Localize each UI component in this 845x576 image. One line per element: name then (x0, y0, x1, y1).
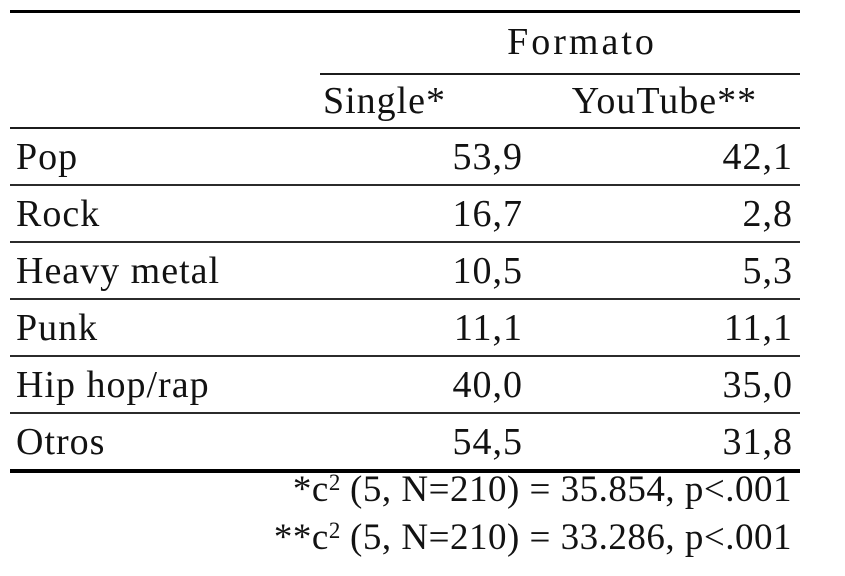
footnote-marker: ** (273, 517, 312, 558)
row-label: Otros (10, 413, 320, 473)
column-header-single: Single* (320, 74, 528, 129)
cell-value: 5,3 (528, 242, 800, 300)
footnote-stat-text: (5, N=210) = 33.286, p<.001 (340, 517, 792, 558)
cell-value: 16,7 (320, 185, 528, 243)
column-header-youtube: YouTube** (528, 74, 800, 129)
genre-format-table: Formato Single* YouTube** Pop 53,9 42,1 … (10, 10, 800, 473)
cell-value: 11,1 (528, 299, 800, 357)
cell-value: 53,9 (320, 128, 528, 186)
cell-value: 2,8 (528, 185, 800, 243)
table-row-rock: Rock 16,7 2,8 (10, 185, 800, 243)
group-header-formato: Formato (320, 10, 800, 75)
footnote-youtube-chi-square: **c2 (5, N=210) = 33.286, p<.001 (10, 516, 792, 564)
column-header-row: Single* YouTube** (10, 74, 800, 129)
footnote-stat-text: (5, N=210) = 35.854, p<.001 (340, 469, 792, 510)
table-row-punk: Punk 11,1 11,1 (10, 299, 800, 357)
footnote-stat-symbol: c (311, 469, 329, 510)
footnote-stat-exponent: 2 (328, 469, 341, 495)
empty-corner-cell (10, 10, 320, 74)
row-label: Pop (10, 128, 320, 186)
footnote-single-chi-square: *c2 (5, N=210) = 35.854, p<.001 (10, 468, 792, 516)
table-row-hip-hop-rap: Hip hop/rap 40,0 35,0 (10, 356, 800, 414)
group-header-row: Formato (10, 10, 800, 75)
row-label: Punk (10, 299, 320, 357)
footnote-stat-exponent: 2 (328, 517, 341, 543)
row-label: Hip hop/rap (10, 356, 320, 414)
row-label: Heavy metal (10, 242, 320, 300)
table-row-pop: Pop 53,9 42,1 (10, 128, 800, 186)
empty-label-header-cell (10, 74, 320, 129)
footnote-marker: * (292, 469, 312, 510)
table-footnotes: *c2 (5, N=210) = 35.854, p<.001 **c2 (5,… (10, 468, 792, 564)
cell-value: 40,0 (320, 356, 528, 414)
table-row-heavy-metal: Heavy metal 10,5 5,3 (10, 242, 800, 300)
table-row-otros: Otros 54,5 31,8 (10, 413, 800, 473)
cell-value: 10,5 (320, 242, 528, 300)
footnote-stat-symbol: c (311, 517, 329, 558)
row-label: Rock (10, 185, 320, 243)
cell-value: 11,1 (320, 299, 528, 357)
cell-value: 31,8 (528, 413, 800, 473)
cell-value: 54,5 (320, 413, 528, 473)
cell-value: 42,1 (528, 128, 800, 186)
cell-value: 35,0 (528, 356, 800, 414)
